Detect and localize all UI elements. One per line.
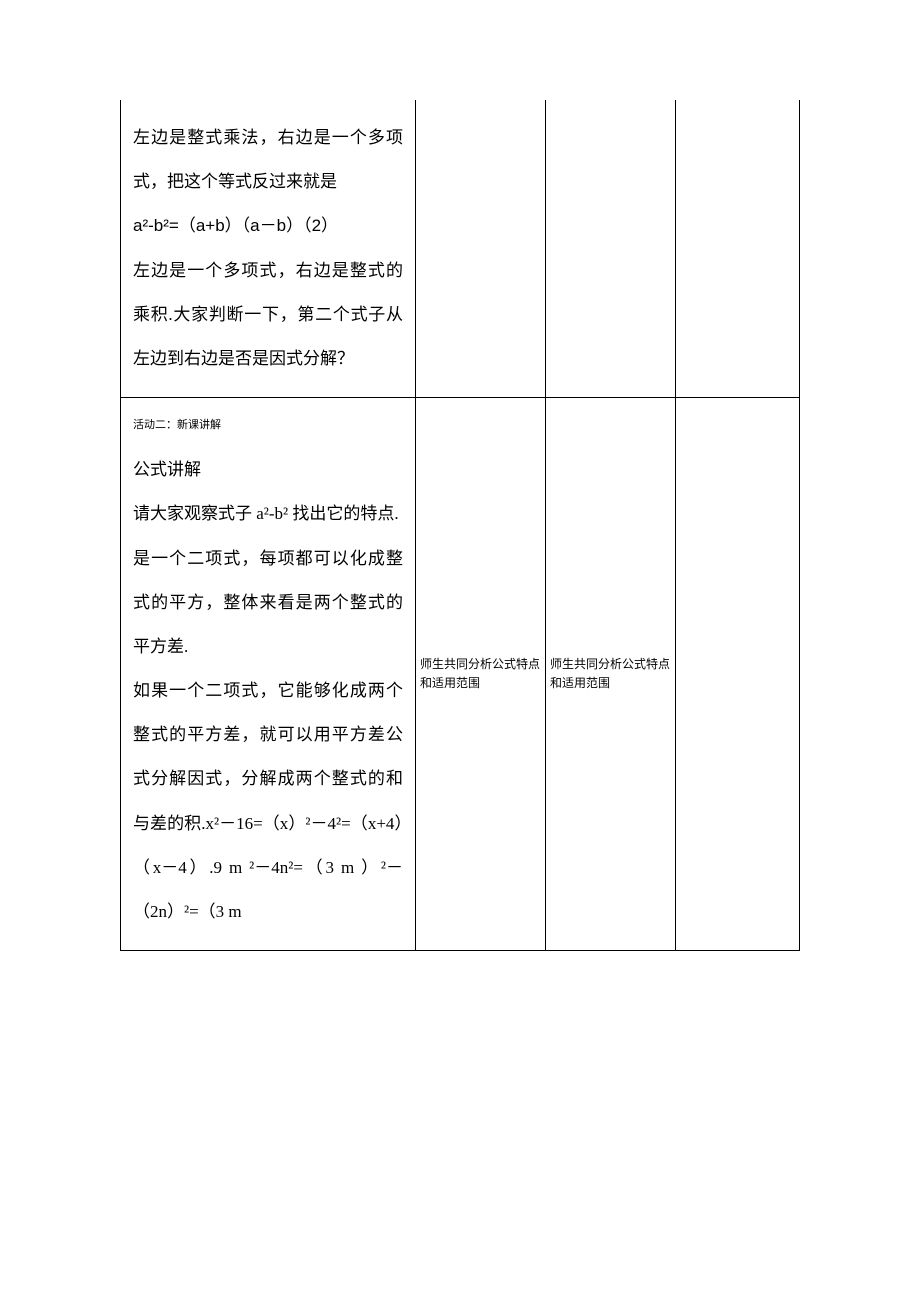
paragraph: 如果一个二项式，它能够化成两个整式的平方差，就可以用平方差公式分解因式，分解成两… — [133, 669, 403, 934]
paragraph: 请大家观察式子 a²-b² 找出它的特点. — [133, 492, 403, 536]
empty-cell-2 — [676, 398, 800, 951]
notes-cell-4: 师生共同分析公式特点和适用范围 — [546, 398, 676, 951]
sub-heading: 公式讲解 — [133, 448, 403, 492]
paragraph: 左边是整式乘法，右边是一个多项式，把这个等式反过来就是 — [133, 116, 403, 204]
notes-cell-3: 师生共同分析公式特点和适用范围 — [416, 398, 546, 951]
notes-cell-1 — [416, 100, 546, 398]
activity-heading: 活动二：新课讲解 — [133, 414, 403, 436]
notes-cell-2 — [546, 100, 676, 398]
table-row: 左边是整式乘法，右边是一个多项式，把这个等式反过来就是 a²-b²=（a+b）（… — [121, 100, 800, 398]
content-cell-1: 左边是整式乘法，右边是一个多项式，把这个等式反过来就是 a²-b²=（a+b）（… — [121, 100, 416, 398]
paragraph: 是一个二项式，每项都可以化成整式的平方，整体来看是两个整式的平方差. — [133, 537, 403, 670]
formula-text: a²-b²=（a+b）（a－b）（2） — [133, 204, 403, 248]
paragraph: 左边是一个多项式，右边是整式的乘积.大家判断一下，第二个式子从左边到右边是否是因… — [133, 249, 403, 382]
empty-cell-1 — [676, 100, 800, 398]
lesson-table: 左边是整式乘法，右边是一个多项式，把这个等式反过来就是 a²-b²=（a+b）（… — [120, 100, 800, 951]
table-row: 活动二：新课讲解 公式讲解 请大家观察式子 a²-b² 找出它的特点. 是一个二… — [121, 398, 800, 951]
content-cell-2: 活动二：新课讲解 公式讲解 请大家观察式子 a²-b² 找出它的特点. 是一个二… — [121, 398, 416, 951]
